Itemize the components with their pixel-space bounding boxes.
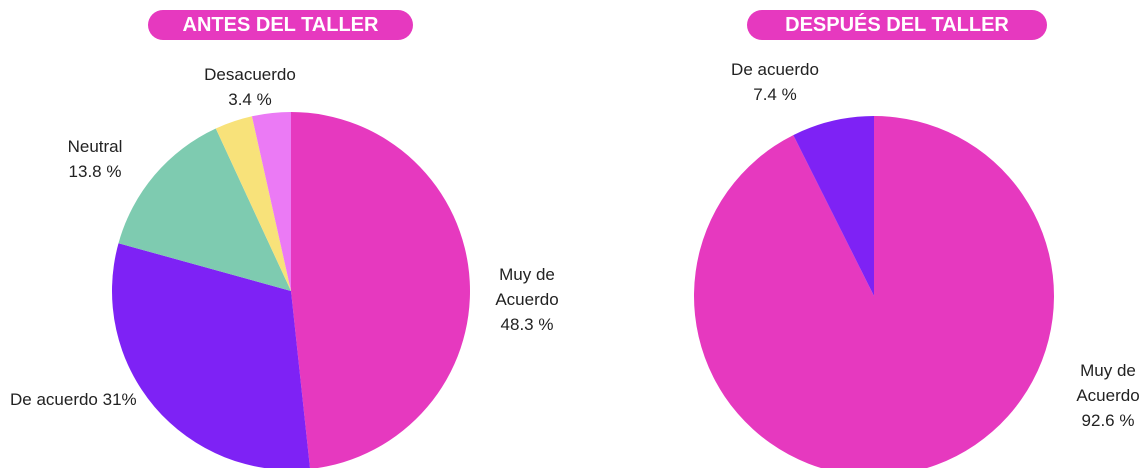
slice-category: Desacuerdo [204, 65, 296, 84]
slice-value: 48.3 % [500, 315, 554, 334]
slice-value: 92.6 % [1081, 411, 1135, 430]
pie-slice [118, 128, 291, 291]
chart-title: DESPUÉS DEL TALLER [747, 10, 1047, 40]
slice-label: Muy de Acuerdo 48.3 % [482, 262, 572, 337]
slice-category: Neutral [67, 137, 123, 156]
slice-value: 7.4 % [753, 85, 797, 104]
slice-category: De acuerdo [10, 390, 98, 409]
slice-category: Muy de Acuerdo [1076, 361, 1140, 405]
pie-slice [694, 116, 1054, 468]
pie-slice [251, 112, 291, 291]
pie-slice [215, 116, 291, 291]
pie-slice [112, 243, 310, 468]
pie-slice [793, 116, 874, 296]
slice-value: 3.4 % [228, 90, 272, 109]
slice-label: Muy de Acuerdo 92.6 % [1063, 358, 1145, 433]
slice-label: Neutral 13.8 % [35, 134, 155, 184]
slice-value: 13.8 % [68, 162, 122, 181]
chart-title: ANTES DEL TALLER [148, 10, 413, 40]
slice-category: Muy de Acuerdo [495, 265, 559, 309]
slice-category: De acuerdo [731, 60, 819, 79]
slice-value: 31% [102, 390, 137, 409]
slice-label: De acuerdo 31% [10, 387, 210, 412]
slice-label: Desacuerdo 3.4 % [190, 62, 310, 112]
pie-slice [291, 112, 470, 468]
slice-label: De acuerdo 7.4 % [715, 57, 835, 107]
